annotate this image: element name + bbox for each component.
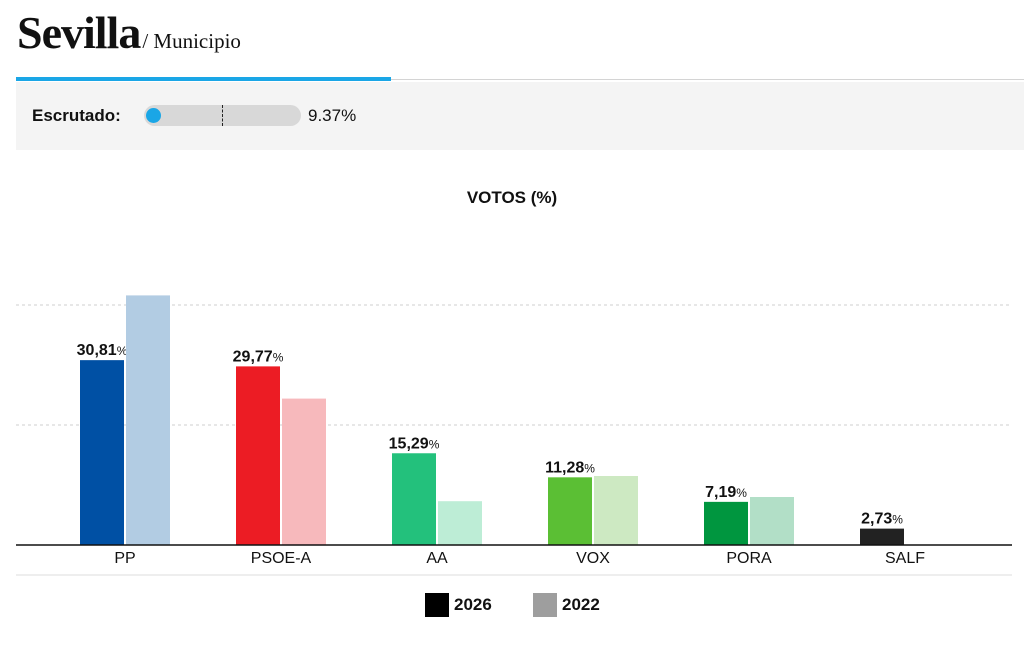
data-label-salf: 2,73% (861, 511, 903, 528)
legend-swatch-2022 (533, 593, 557, 617)
data-label-pp: 30,81% (77, 342, 128, 359)
header: Sevilla/ Municipio (17, 6, 241, 59)
scrutiny-value: 9.37% (308, 106, 357, 125)
page-title: Sevilla (17, 7, 141, 58)
legend-label-2026: 2026 (454, 595, 492, 614)
bar-2026-salf (860, 528, 904, 545)
bar-2022-pora (750, 497, 794, 545)
x-tick-label-salf: SALF (885, 550, 925, 567)
data-label-pora: 7,19% (705, 484, 747, 501)
scrutiny-progress-marker (222, 105, 223, 126)
legend-label-2022: 2022 (562, 595, 600, 614)
x-tick-label-psoe-a: PSOE-A (251, 550, 312, 567)
x-tick-label-vox: VOX (576, 550, 610, 567)
bar-2026-psoe-a (236, 366, 280, 545)
x-tick-label-aa: AA (426, 550, 448, 567)
header-accent-bar (16, 77, 391, 81)
bar-2022-pp (126, 295, 170, 545)
bar-2026-vox (548, 477, 592, 545)
legend-swatch-2026 (425, 593, 449, 617)
chart-title: VOTOS (%) (466, 188, 558, 207)
bar-2022-aa (438, 501, 482, 545)
bar-2022-psoe-a (282, 398, 326, 545)
page-subtitle: / Municipio (142, 29, 241, 53)
x-tick-label-pora: PORA (726, 550, 772, 567)
bar-2022-vox (594, 476, 638, 545)
scrutiny-progress-bar (144, 105, 301, 126)
header-divider (16, 79, 1024, 80)
data-label-psoe-a: 29,77% (233, 348, 284, 365)
scrutiny-label: Escrutado: (32, 106, 121, 125)
scrutiny-panel: Escrutado: 9.37% (16, 82, 1024, 150)
scrutiny-progress-fill (146, 108, 161, 123)
bar-2026-aa (392, 453, 436, 545)
data-label-aa: 15,29% (389, 435, 440, 452)
x-tick-label-pp: PP (114, 550, 135, 567)
legend: 2026 2022 (0, 593, 1024, 617)
data-label-vox: 11,28% (545, 459, 595, 476)
bar-2026-pora (704, 501, 748, 545)
bar-2026-pp (80, 360, 124, 545)
